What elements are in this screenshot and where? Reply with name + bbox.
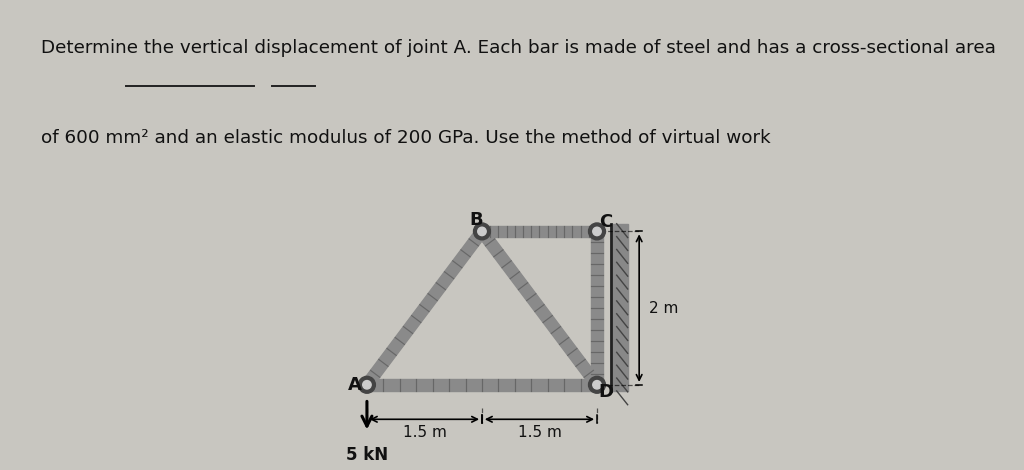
Text: Determine the vertical displacement of joint A. Each bar is made of steel and ha: Determine the vertical displacement of j…: [41, 39, 995, 57]
Polygon shape: [367, 379, 597, 391]
Text: D: D: [599, 384, 613, 401]
Text: 1.5 m: 1.5 m: [517, 425, 561, 439]
Text: B: B: [469, 211, 482, 229]
Circle shape: [593, 381, 601, 389]
Text: A: A: [348, 376, 361, 394]
Text: C: C: [600, 213, 612, 231]
Circle shape: [358, 376, 376, 393]
Text: 2 m: 2 m: [649, 301, 679, 315]
Text: 1.5 m: 1.5 m: [402, 425, 446, 439]
Text: 5 kN: 5 kN: [346, 446, 388, 464]
Bar: [610, 224, 628, 391]
Circle shape: [589, 223, 605, 240]
Polygon shape: [362, 228, 486, 388]
Text: of 600 mm² and an elastic modulus of 200 GPa. Use the method of virtual work: of 600 mm² and an elastic modulus of 200…: [41, 129, 771, 147]
Circle shape: [478, 227, 486, 235]
Polygon shape: [477, 228, 601, 388]
Circle shape: [362, 381, 371, 389]
Circle shape: [593, 227, 601, 235]
Polygon shape: [482, 226, 597, 237]
Circle shape: [589, 376, 605, 393]
Circle shape: [473, 223, 490, 240]
Polygon shape: [591, 231, 603, 385]
